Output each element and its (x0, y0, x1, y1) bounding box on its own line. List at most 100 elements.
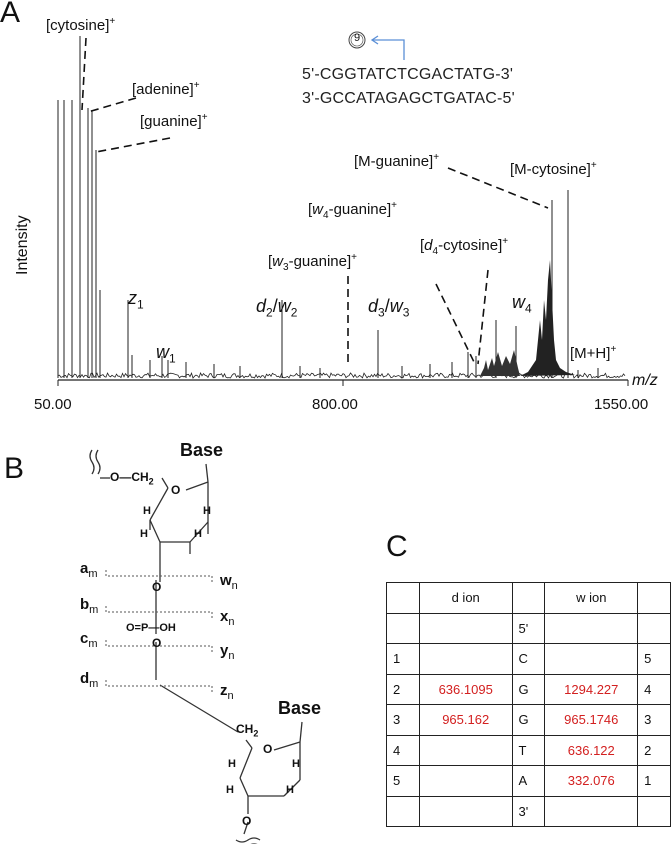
table-cell-nucleotide: G (511, 673, 546, 705)
h-atom: H (140, 528, 148, 540)
h-atom: H (143, 505, 151, 517)
table-cell-index: 2 (637, 734, 671, 766)
ring-oxygen-bottom: O (263, 742, 273, 756)
sequence-top-strand: 5'-CGGTATCTCGACTATG-3' (302, 66, 514, 83)
table-cell-nucleotide: 3' (511, 795, 546, 827)
table-cell-index: 1 (386, 643, 420, 675)
table-header-w: w ion (544, 582, 639, 614)
spectrum-noise-trace (57, 372, 626, 379)
h-atom: H (286, 784, 294, 796)
ion-table: d ion w ion 5' 1 C 5 2 636.1095 G 1294.227 4 3 965… (386, 582, 671, 827)
label-d3-w3: d3/w3 (368, 296, 410, 320)
table-cell-index (637, 795, 671, 827)
table-cell-nucleotide: C (511, 643, 546, 675)
label-z1: z1 (128, 288, 144, 312)
label-w3-guanine: [w3-guanine]+ (268, 252, 357, 273)
table-row: 2 636.1095 G 1294.227 4 (386, 673, 671, 705)
table-cell-d-ion: 636.1095 (418, 673, 513, 705)
table-cell-d-ion (418, 795, 513, 827)
table-row: 5 A 332.076 1 (386, 765, 671, 797)
sequence-marker-number: 9 (353, 32, 361, 44)
table-cell-w-ion: 1294.227 (544, 673, 639, 705)
table-cell-d-ion (418, 734, 513, 766)
spectrum-cluster-small (480, 350, 520, 376)
table-row: 4 T 636.122 2 (386, 734, 671, 766)
table-cell-index: 3 (386, 704, 420, 736)
table-cell-w-ion: 332.076 (544, 765, 639, 797)
mass-spectrum (57, 31, 629, 386)
x-tick-label-50: 50.00 (34, 396, 72, 413)
label-w4: w4 (512, 292, 532, 316)
label-adenine: [adenine]+ (132, 80, 200, 98)
cleavage-label-z: zn (220, 682, 234, 702)
phosphate-oxygen: O (152, 636, 162, 650)
table-cell-w-ion (544, 643, 639, 675)
cleavage-label-b: bm (80, 596, 99, 616)
h-atom: H (194, 528, 202, 540)
table-cell-index: 4 (386, 734, 420, 766)
table-cell-index (386, 612, 420, 644)
table-cell-index: 5 (637, 643, 671, 675)
cleavage-label-d: dm (80, 670, 99, 690)
cleavage-label-y: yn (220, 642, 235, 662)
h-atom: H (226, 784, 234, 796)
table-cell-d-ion (418, 643, 513, 675)
label-m-guanine: [M-guanine]+ (354, 152, 440, 170)
table-cell-d-ion (418, 765, 513, 797)
x-axis-label: m/z (632, 372, 658, 389)
sequence-marker-circle (348, 31, 366, 49)
label-m-h: [M+H]+ (570, 344, 617, 362)
o-ch2-group: O—CH2 (110, 470, 154, 487)
table-cell (386, 582, 420, 614)
base-label-bottom: Base (278, 698, 322, 718)
table-row: 3 965.162 G 965.1746 3 (386, 704, 671, 736)
table-cell-nucleotide: 5' (511, 612, 546, 644)
h-atom: H (292, 758, 300, 770)
table-row: 1 C 5 (386, 643, 671, 675)
table-cell-index (386, 795, 420, 827)
label-w4-guanine: [w4-guanine]+ (308, 200, 397, 221)
x-tick-label-1550: 1550.00 (594, 396, 649, 413)
panel-label-c: C (386, 530, 408, 563)
h-atom: H (203, 505, 211, 517)
table-cell-d-ion: 965.162 (418, 704, 513, 736)
cleavage-label-w: wn (220, 572, 238, 592)
table-cell-index: 5 (386, 765, 420, 797)
table-row: 5' (386, 612, 671, 644)
annotation-leaders (81, 37, 549, 366)
cleavage-label-c: cm (80, 630, 98, 650)
table-cell-w-ion: 636.122 (544, 734, 639, 766)
cleavage-label-a: am (80, 560, 98, 580)
phosphate-oxygen: O (152, 580, 162, 594)
table-cell-index: 2 (386, 673, 420, 705)
label-w1: w1 (156, 342, 176, 366)
table-cell-index: 4 (637, 673, 671, 705)
terminal-oxygen: O (242, 814, 252, 828)
table-row: 3' (386, 795, 671, 827)
table-cell (511, 582, 546, 614)
label-d4-cytosine: [d4-cytosine]+ (420, 236, 509, 257)
phosphate-group: O=P—OH (126, 622, 176, 634)
ring-oxygen-top: O (171, 483, 181, 497)
table-cell-w-ion: 965.1746 (544, 704, 639, 736)
ch2-lower: CH2 (236, 722, 259, 739)
sequence-marker-arrow (372, 39, 405, 60)
table-cell-nucleotide: T (511, 734, 546, 766)
table-cell-index (637, 612, 671, 644)
cleavage-label-x: xn (220, 608, 235, 628)
spectrum-peaks (57, 36, 599, 378)
label-guanine: [guanine]+ (140, 112, 208, 130)
sequence-bottom-strand: 3'-GCCATAGAGCTGATAC-5' (302, 90, 515, 107)
label-m-cytosine: [M-cytosine]+ (510, 160, 597, 178)
table-cell-w-ion (544, 795, 639, 827)
table-cell (637, 582, 671, 614)
table-cell-d-ion (418, 612, 513, 644)
panel-label-a: A (0, 0, 21, 29)
table-cell-w-ion (544, 612, 639, 644)
spectrum-cluster (520, 260, 575, 376)
label-d2-w2: d2/w2 (256, 296, 298, 320)
h-atom: H (228, 758, 236, 770)
table-cell-nucleotide: G (511, 704, 546, 736)
nucleotide-structure (89, 449, 303, 844)
panel-label-b: B (4, 452, 25, 485)
